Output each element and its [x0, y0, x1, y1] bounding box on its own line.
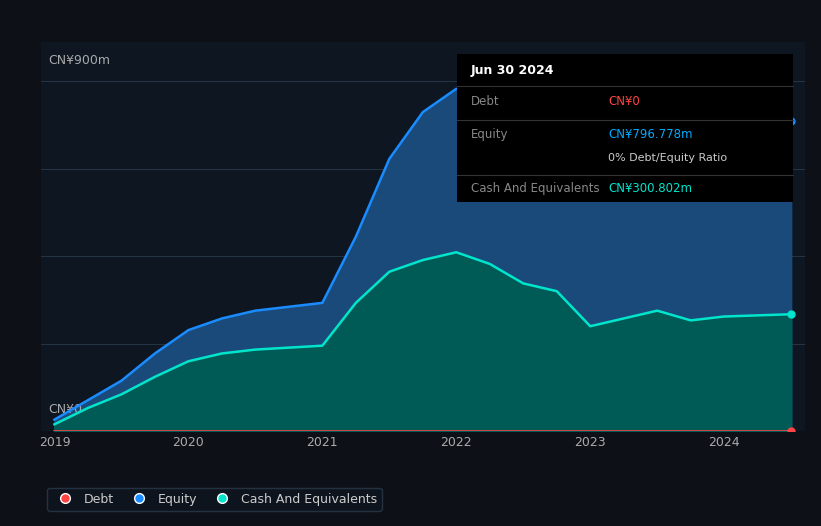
Text: CN¥796.778m: CN¥796.778m [608, 128, 693, 141]
Text: Cash And Equivalents: Cash And Equivalents [470, 183, 599, 196]
Text: CN¥900m: CN¥900m [48, 54, 111, 67]
Text: CN¥0: CN¥0 [608, 95, 640, 108]
Text: Debt: Debt [470, 95, 499, 108]
Text: Jun 30 2024: Jun 30 2024 [470, 64, 554, 77]
Text: CN¥300.802m: CN¥300.802m [608, 183, 692, 196]
Text: Equity: Equity [470, 128, 508, 141]
Text: CN¥0: CN¥0 [48, 403, 83, 416]
Legend: Debt, Equity, Cash And Equivalents: Debt, Equity, Cash And Equivalents [48, 488, 382, 511]
Text: 0% Debt/Equity Ratio: 0% Debt/Equity Ratio [608, 153, 727, 163]
